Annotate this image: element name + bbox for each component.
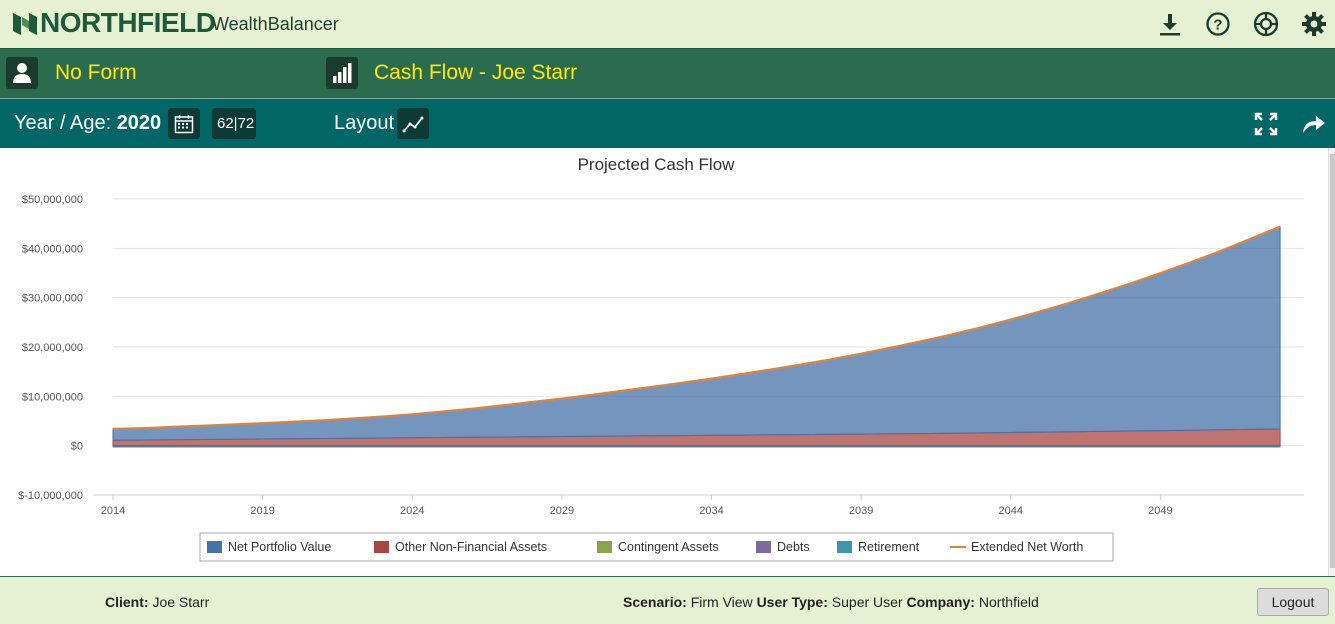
y-tick-label: $20,000,000 [22,342,83,354]
fullscreen-button[interactable] [1251,108,1281,139]
footer-scenario: Scenario: Firm View User Type: Super Use… [623,594,1039,610]
legend-label: Net Portfolio Value [228,540,331,554]
top-header: NORTHFIELD WealthBalancer ? [0,0,1335,48]
scenario-value: Firm View [690,594,753,610]
projected-cash-flow-chart: Projected Cash Flow $-10,000,000 $0 $10,00… [18,155,1304,562]
chart-axes: $-10,000,000 $0 $10,000,000 $20,000,000 $30,… [18,194,1304,517]
y-tick-label: $30,000,000 [22,293,83,305]
year-value: 2020 [116,112,162,134]
expand-icon [1254,112,1278,135]
y-tick-label: $10,000,000 [22,391,83,403]
line-chart-icon [402,116,424,132]
legend-item[interactable]: Other Non-Financial Assets [374,540,547,554]
series-area-net-portfolio [112,225,1281,441]
footer-client: Client: Joe Starr [105,594,209,610]
x-tick-label: 2024 [400,505,424,517]
report-button[interactable] [326,57,358,89]
chart-legend: Net Portfolio Value Other Non-Financial A… [199,532,1114,562]
x-tick-label: 2044 [998,505,1022,517]
logo-mark-icon [13,13,37,35]
report-title[interactable]: Cash Flow - Joe Starr [374,61,578,84]
user-type-label: User Type: [756,594,828,610]
client-label: Client: [105,594,149,610]
download-icon[interactable] [1156,10,1184,38]
y-tick-label: $50,000,000 [22,194,83,206]
gear-icon[interactable] [1300,10,1328,38]
vertical-scrollbar[interactable] [1328,148,1335,576]
x-tick-label: 2039 [849,505,873,517]
lifebuoy-icon[interactable] [1252,10,1280,38]
scenario-label: Scenario: [623,594,687,610]
svg-text:?: ? [1213,17,1222,34]
legend-item[interactable]: Debts [756,540,810,554]
legend-item[interactable]: Retirement [837,540,920,554]
legend-item[interactable]: Extended Net Worth [950,540,1083,554]
legend-swatch [837,541,852,553]
x-tick-label: 2019 [250,505,274,517]
y-tick-label: $-10,000,000 [18,490,83,502]
help-icon[interactable]: ? [1204,10,1232,38]
legend-swatch [597,541,612,553]
legend-label: Extended Net Worth [971,540,1083,554]
legend-label: Other Non-Financial Assets [395,540,547,554]
legend-item[interactable]: Contingent Assets [597,540,719,554]
layout-label: Layout [334,112,395,134]
form-bar: No Form Cash Flow - Joe Starr [0,48,1335,98]
brand-name: NORTHFIELD [40,7,216,38]
client-value: Joe Starr [152,594,210,610]
user-type-value: Super User [831,594,903,610]
legend-swatch [756,541,771,553]
chart-panel: Projected Cash Flow $-10,000,000 $0 $10,00… [0,148,1328,576]
share-button[interactable] [1299,108,1329,139]
x-tick-label: 2029 [550,505,574,517]
legend-label: Contingent Assets [618,540,719,554]
legend-label: Debts [777,540,810,554]
form-label[interactable]: No Form [55,61,137,84]
legend-swatch [374,541,389,553]
age-field[interactable]: 62|72 [212,108,256,139]
year-age-text: Year / Age: [14,112,112,134]
product-name: WealthBalancer [212,14,339,34]
series-line-extended-net-worth [112,225,1281,430]
calendar-icon [174,114,194,133]
chart-title: Projected Cash Flow [578,155,736,174]
legend-item[interactable]: Net Portfolio Value [207,540,331,554]
user-button[interactable] [6,57,38,89]
calendar-button[interactable] [168,108,200,139]
bar-chart-icon [333,63,352,83]
legend-swatch [207,541,222,553]
y-tick-label: $0 [71,441,83,453]
control-bar: Year / Age: 2020 62|72 Layout [0,98,1335,148]
chart-series-layer [112,225,1281,448]
user-icon [13,63,31,83]
year-age-label: Year / Age: 2020 [14,112,161,135]
x-tick-label: 2049 [1148,505,1172,517]
northfield-logo: NORTHFIELD [12,7,216,38]
logout-button[interactable]: Logout [1257,588,1329,616]
share-arrow-icon [1303,115,1325,133]
legend-label: Retirement [858,540,920,554]
company-label: Company: [906,594,975,610]
footer-bar: Client: Joe Starr Scenario: Firm View Us… [0,576,1335,624]
scrollbar-thumb[interactable] [1330,154,1335,568]
x-tick-label: 2034 [699,505,723,517]
x-tick-label: 2014 [101,505,125,517]
company-value: Northfield [978,594,1039,610]
layout-button[interactable] [397,108,429,139]
y-tick-label: $40,000,000 [22,243,83,255]
